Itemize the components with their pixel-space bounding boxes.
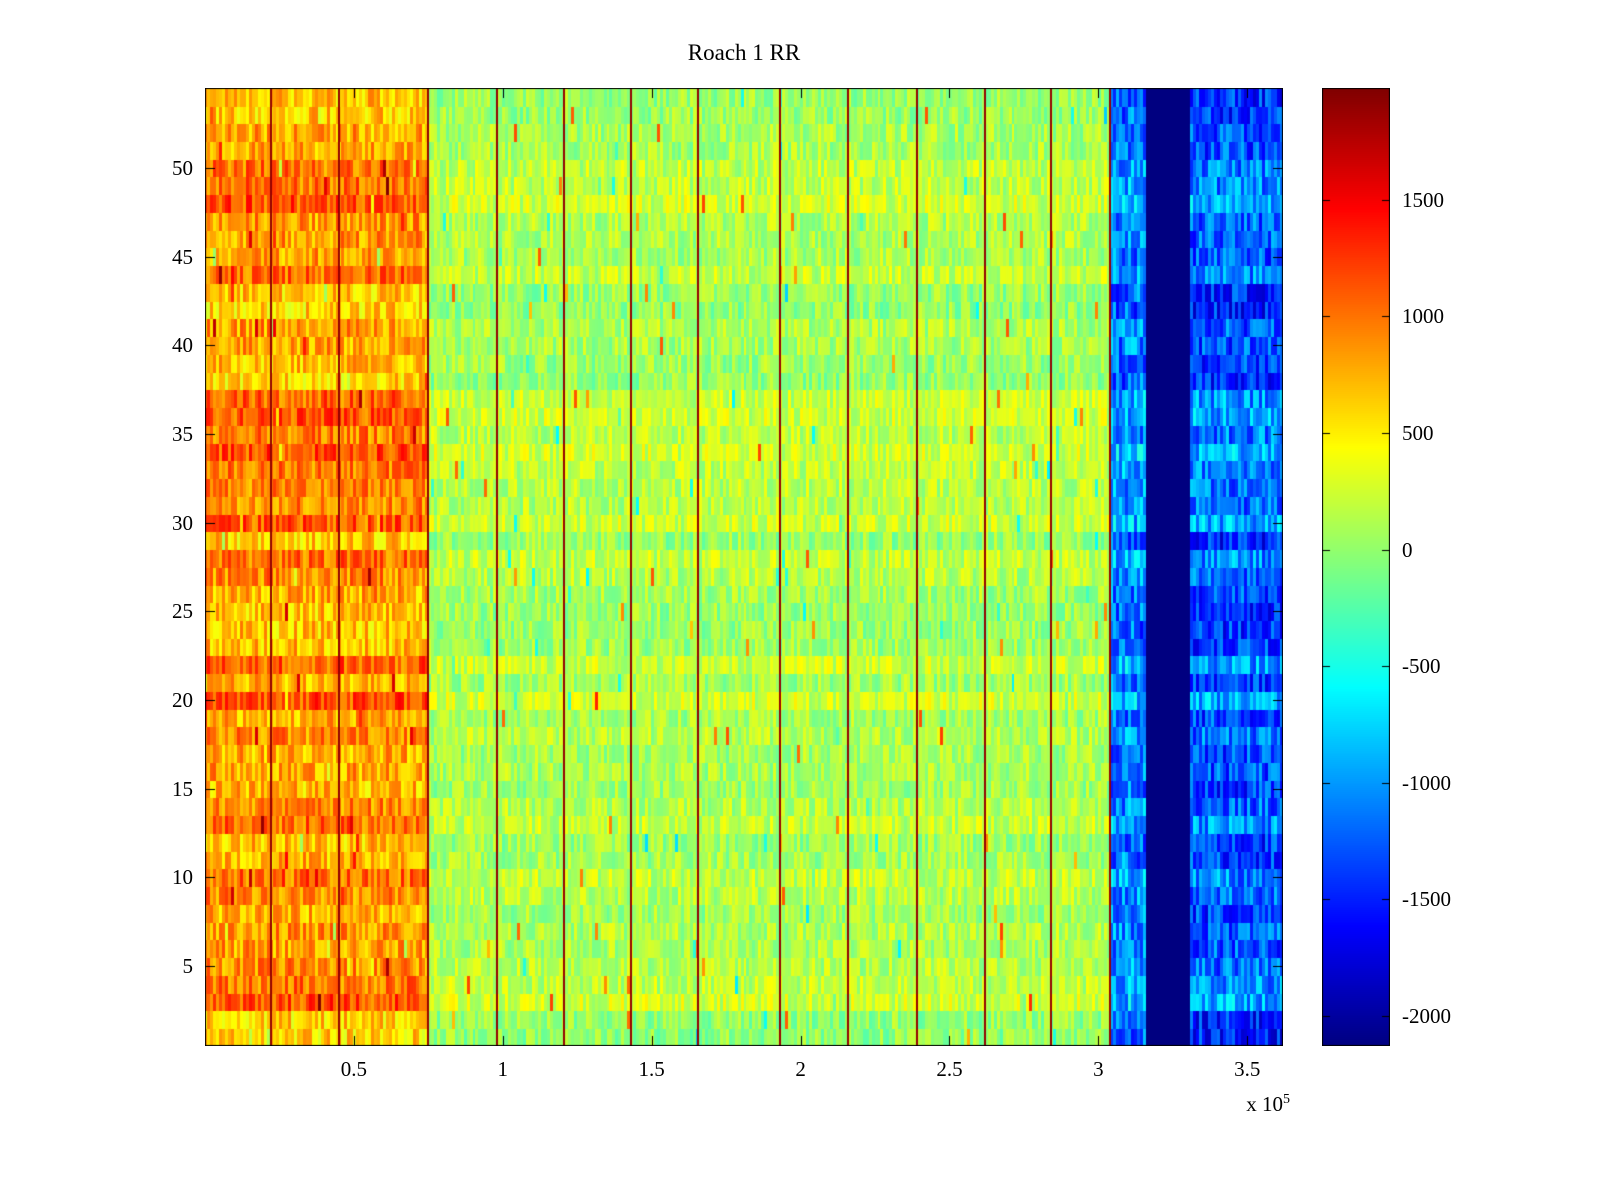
- colorbar-tick-label: 1000: [1402, 304, 1444, 329]
- exponent-prefix: x 10: [1246, 1092, 1283, 1116]
- y-tick-label: 50: [172, 155, 193, 180]
- colorbar-tick-label: 0: [1402, 537, 1413, 562]
- y-tick-label: 25: [172, 599, 193, 624]
- colorbar-tick-label: -2000: [1402, 1003, 1451, 1028]
- x-tick-label: 2.5: [936, 1057, 963, 1081]
- x-axis-exponent-label: x 105: [1190, 1092, 1290, 1117]
- colorbar-tick-label: -1500: [1402, 887, 1451, 912]
- chart-title: Roach 1 RR: [687, 40, 801, 65]
- y-tick-label: 10: [172, 865, 193, 890]
- colorbar-tick-label: -500: [1402, 654, 1441, 679]
- y-tick-label: 20: [172, 688, 193, 713]
- x-tick-label: 3.5: [1234, 1057, 1261, 1081]
- exponent-value: 5: [1283, 1092, 1290, 1107]
- x-tick-label: 1: [497, 1057, 509, 1081]
- x-tick-label: 1.5: [638, 1057, 665, 1081]
- y-tick-label: 45: [172, 244, 193, 269]
- x-tick-label: 0.5: [340, 1057, 368, 1081]
- colorbar-tick-label: 500: [1402, 420, 1434, 445]
- colorbar-tick-label: 1500: [1402, 187, 1444, 212]
- y-tick-label: 40: [172, 333, 193, 358]
- y-tick-label: 30: [172, 510, 193, 535]
- colorbar: [1322, 88, 1390, 1046]
- colorbar-tick-label: -1000: [1402, 770, 1451, 795]
- heatmap-canvas: [205, 88, 1283, 1046]
- y-tick-label: 5: [182, 954, 194, 979]
- y-tick-label: 35: [172, 421, 193, 446]
- x-tick-label: 2: [795, 1057, 806, 1081]
- y-tick-label: 15: [172, 776, 193, 801]
- x-tick-label: 3: [1093, 1057, 1104, 1081]
